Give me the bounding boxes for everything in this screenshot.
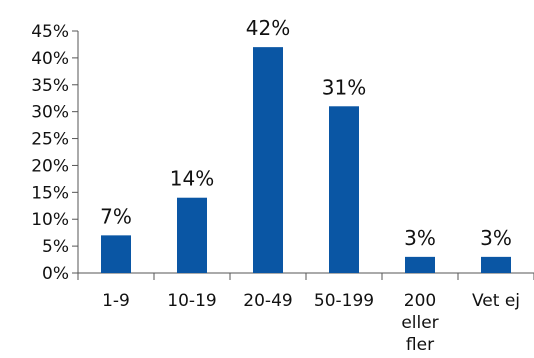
x-category-label: 20-49: [243, 291, 292, 311]
data-label: 42%: [246, 16, 290, 40]
x-category-label-line: 20-49: [243, 291, 292, 311]
y-tick-label: 15%: [31, 183, 69, 203]
y-tick-label: 30%: [31, 103, 69, 123]
y-tick-label: 45%: [31, 22, 69, 42]
y-tick-label: 5%: [42, 237, 69, 257]
data-label: 14%: [170, 167, 214, 191]
x-category-label-line: Vet ej: [472, 291, 520, 311]
y-tick-label: 35%: [31, 76, 69, 96]
x-category-label-line: 50-199: [314, 291, 374, 311]
bar-vet-ej: [481, 256, 511, 273]
x-category-label: 50-199: [314, 291, 374, 311]
data-label: 3%: [404, 226, 436, 250]
x-category-label-line: 1-9: [102, 291, 130, 311]
bars: [101, 47, 511, 274]
data-label: 7%: [100, 204, 132, 228]
y-tick-label: 20%: [31, 156, 69, 176]
bar-200-eller-fler: [405, 256, 435, 273]
x-category-label: 10-19: [167, 291, 216, 311]
x-category-label-line: 10-19: [167, 291, 216, 311]
bar-10-19: [177, 197, 207, 273]
x-category-label-line: eller: [401, 313, 438, 333]
x-category-label: 1-9: [102, 291, 130, 311]
bar-1-9: [101, 235, 131, 273]
x-category-label: 200 eller fler: [401, 291, 438, 355]
data-labels: 7% 14% 42% 31% 3% 3%: [100, 16, 512, 250]
bar-50-199: [329, 106, 359, 274]
x-category-label-line: 200: [404, 291, 436, 311]
y-axis: 0% 5% 10% 15% 20% 25% 30% 35% 40% 45%: [31, 22, 79, 284]
y-tick-label: 25%: [31, 130, 69, 150]
y-tick-label: 10%: [31, 210, 69, 230]
x-category-label: Vet ej: [472, 291, 520, 311]
y-tick-label: 0%: [42, 264, 69, 284]
data-label: 31%: [322, 75, 366, 99]
y-tick-label: 40%: [31, 49, 69, 69]
x-category-label-line: fler: [406, 335, 434, 355]
x-axis: 1-9 10-19 20-49 50-199 200 eller fler Vet ej: [77, 272, 534, 355]
bar-20-49: [253, 47, 283, 274]
data-label: 3%: [480, 226, 512, 250]
